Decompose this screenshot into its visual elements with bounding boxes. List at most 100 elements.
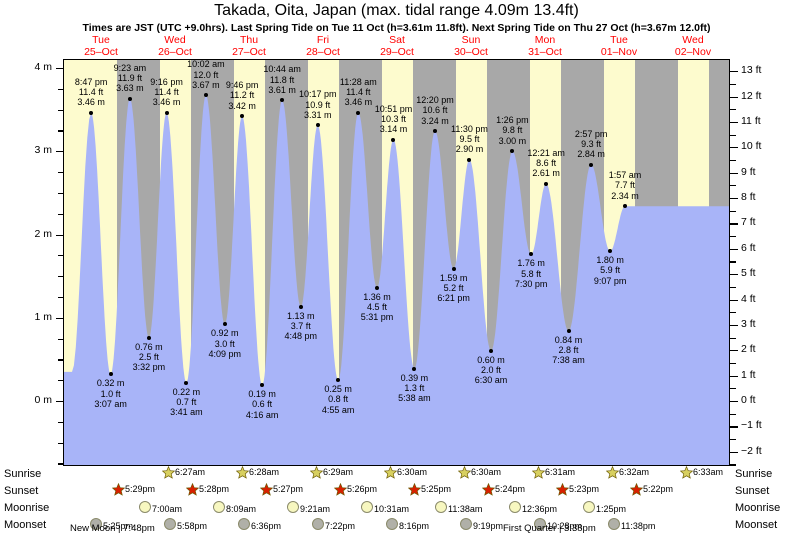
tide-metres: 1.36 m <box>363 291 391 302</box>
high-tide-label: 10:17 pm 10.9 ft 3.31 m <box>278 89 358 120</box>
tide-feet: 12.0 ft <box>193 69 219 80</box>
y-tick-right <box>730 337 736 339</box>
tide-time: 6:21 pm <box>437 293 470 304</box>
tide-time: 3:07 am <box>94 398 127 409</box>
day-header-4: Fri 28–Oct <box>272 34 374 58</box>
y-tick-right <box>730 71 738 73</box>
moonset-entry-3: 7:22pm <box>312 518 355 532</box>
tide-feet: 10.9 ft <box>305 99 331 110</box>
high-tide-label: 9:16 pm 11.4 ft 3.46 m <box>127 77 207 108</box>
tide-metres: 0.19 m <box>248 389 276 400</box>
moonrise-entry-2: 9:21am <box>287 501 330 515</box>
sunrise-entry-6: 6:32am <box>606 466 649 479</box>
low-tide-marker <box>146 335 151 340</box>
high-tide-label: 9:46 pm 11.2 ft 3.42 m <box>202 80 282 111</box>
moonset-entry-time: 5:58pm <box>177 521 208 532</box>
high-tide-marker <box>623 204 627 209</box>
low-tide-label: 1.59 m 5.2 ft 6:21 pm <box>414 273 494 304</box>
tide-metres: 3.63 m <box>116 83 144 94</box>
y-tick-left <box>58 463 64 465</box>
moonset-entry-6: 10:28pm <box>534 518 582 532</box>
y-label-right-0: 13 ft <box>741 64 762 77</box>
tide-metres: 1.59 m <box>439 272 468 283</box>
day-header-dow: Tue <box>92 34 110 46</box>
tide-time: 7:30 pm <box>514 278 548 289</box>
y-tick-right <box>730 413 736 415</box>
low-tide-marker <box>108 372 113 377</box>
low-tide-label: 0.39 m 1.3 ft 5:38 am <box>374 373 454 404</box>
tide-metres: 0.76 m <box>135 341 163 352</box>
y-label-left-0: 4 m <box>34 61 52 73</box>
y-axis-left-line <box>63 59 65 466</box>
tide-time: 3:32 pm <box>132 362 166 373</box>
y-tick-right <box>730 236 736 238</box>
sunset-entry-time: 5:29pm <box>125 484 156 494</box>
low-tide-label: 1.13 m 3.7 ft 4:48 pm <box>261 311 341 342</box>
moonrise-entry-time: 8:09am <box>226 504 257 515</box>
y-tick-right <box>730 464 736 466</box>
moonrise-entry-time: 1:25pm <box>596 504 627 515</box>
moonset-entry-7: 11:38pm <box>608 518 655 532</box>
low-tide-marker <box>566 329 571 334</box>
moonset-entry-2: 6:36pm <box>238 518 281 532</box>
y-tick-left <box>58 442 64 444</box>
moonrise-icon <box>287 501 299 513</box>
low-tide-marker <box>489 349 494 354</box>
high-tide-marker <box>315 123 320 128</box>
tide-metres: 3.46 m <box>152 97 181 108</box>
moonset-icon <box>90 518 102 530</box>
high-tide-marker <box>433 129 438 134</box>
y-tick-right <box>730 401 738 403</box>
tide-feet: 11.4 ft <box>154 87 179 98</box>
high-tide-label: 10:02 am 12.0 ft 3.67 m <box>166 59 246 90</box>
tide-metres: 3.14 m <box>379 124 408 134</box>
row-label-sunset-right: Sunset <box>735 485 770 497</box>
day-header-dow: Sun <box>461 34 481 46</box>
moonset-entry-time: 8:16pm <box>399 521 430 532</box>
y-tick-right <box>730 261 736 263</box>
sunset-icon <box>260 483 273 496</box>
tide-time: 4:55 am <box>321 404 355 415</box>
y-axis-right-line <box>729 59 731 466</box>
high-tide-marker <box>203 93 208 98</box>
tide-feet: 10.6 ft <box>422 105 448 116</box>
tide-time: 7:38 am <box>552 355 585 366</box>
tide-plot-area <box>64 60 730 465</box>
tide-metres: 3.67 m <box>192 79 220 90</box>
sunset-icon <box>630 483 643 496</box>
y-tick-right <box>730 451 738 453</box>
tide-time: 10:44 am <box>263 64 301 75</box>
day-header-dow: Sat <box>389 34 405 46</box>
tide-feet: 9.3 ft <box>581 138 602 149</box>
moonrise-entry-3: 10:31am <box>361 501 409 515</box>
moonset-entry-time: 9:19pm <box>473 521 504 532</box>
y-tick-left <box>58 255 64 257</box>
y-tick-left <box>58 192 64 195</box>
tide-time: 9:16 pm <box>150 76 183 87</box>
y-tick-right <box>730 299 738 301</box>
sunrise-icon <box>606 466 619 479</box>
tide-time: 10:51 pm <box>374 103 413 114</box>
low-tide-label: 0.60 m 2.0 ft 6:30 am <box>451 355 531 386</box>
sunset-entry-1: 5:28pm <box>186 483 229 496</box>
tide-feet: 11.4 ft <box>346 87 371 98</box>
tide-feet: 5.2 ft <box>443 282 464 293</box>
y-tick-left <box>58 172 64 174</box>
sunset-entry-time: 5:28pm <box>199 484 230 494</box>
day-header-date: 01–Nov <box>600 46 638 58</box>
sunset-entry-time: 5:26pm <box>347 484 378 494</box>
y-tick-right <box>730 362 736 365</box>
sunset-entry-time: 5:22pm <box>643 484 674 494</box>
sunrise-entry-time: 6:32am <box>619 467 650 477</box>
tide-metres: 2.90 m <box>455 143 484 154</box>
day-header-date: 25–Oct <box>84 46 118 58</box>
day-header-date: 27–Oct <box>232 46 266 58</box>
sunrise-icon <box>236 466 249 479</box>
day-header-date: 30–Oct <box>454 46 488 58</box>
tide-feet: 2.8 ft <box>558 345 579 356</box>
moon-phase-new: New Moon | 7:48pm <box>70 523 155 534</box>
y-tick-left <box>56 151 64 153</box>
moonset-icon <box>164 518 176 530</box>
tide-metres: 3.00 m <box>498 135 527 146</box>
moonset-entry-4: 8:16pm <box>386 518 429 532</box>
